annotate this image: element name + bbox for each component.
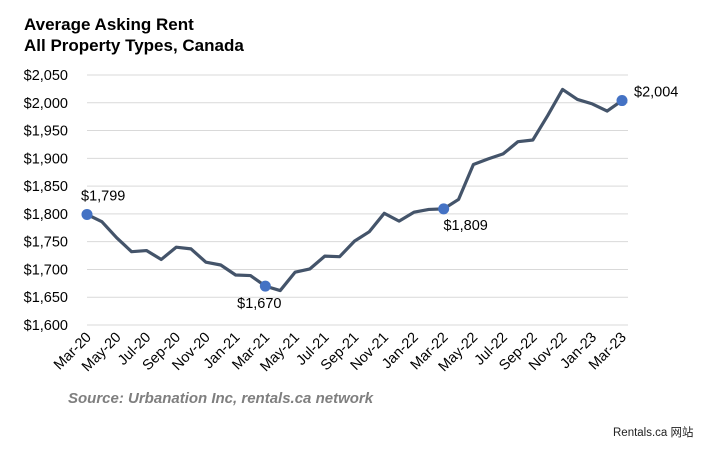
- y-tick-label: $1,650: [24, 290, 68, 306]
- y-tick-label: $1,600: [24, 318, 68, 334]
- data-point-marker: [616, 95, 628, 107]
- data-point-marker: [259, 280, 271, 292]
- x-axis-ticks: Mar-20May-20Jul-20Sep-20Nov-20Jan-21Mar-…: [51, 330, 630, 376]
- data-point-marker: [438, 203, 450, 215]
- y-tick-label: $2,000: [24, 96, 68, 112]
- watermark: Rentals.ca 网站: [613, 427, 694, 439]
- y-tick-label: $1,750: [24, 235, 68, 251]
- highlight-markers: $1,799 $1,670 $1,809 $2,004: [81, 85, 678, 313]
- y-tick-label: $1,900: [24, 151, 68, 167]
- series-line-layer: [85, 87, 624, 293]
- data-label: $2,004: [634, 85, 678, 101]
- y-tick-label: $1,850: [24, 179, 68, 195]
- data-label: $1,670: [237, 296, 281, 312]
- data-point-marker: [81, 208, 93, 220]
- source-note: Source: Urbanation Inc, rentals.ca netwo…: [68, 390, 374, 407]
- chart-title-line-1: Average Asking Rent: [24, 15, 194, 34]
- y-tick-label: $1,950: [24, 124, 68, 140]
- series-line: [85, 87, 624, 293]
- y-tick-label: $2,050: [24, 68, 68, 84]
- y-tick-label: $1,700: [24, 262, 68, 278]
- data-label: $1,799: [81, 188, 125, 204]
- data-label: $1,809: [443, 218, 487, 234]
- gridlines: [87, 74, 628, 326]
- y-tick-label: $1,800: [24, 207, 68, 223]
- y-axis-ticks: $1,600 $1,650 $1,700 $1,750 $1,800 $1,850 $1,9…: [24, 68, 68, 334]
- chart-title: Average Asking Rent All Property Types, …: [24, 14, 244, 56]
- chart-title-line-2: All Property Types, Canada: [24, 36, 244, 55]
